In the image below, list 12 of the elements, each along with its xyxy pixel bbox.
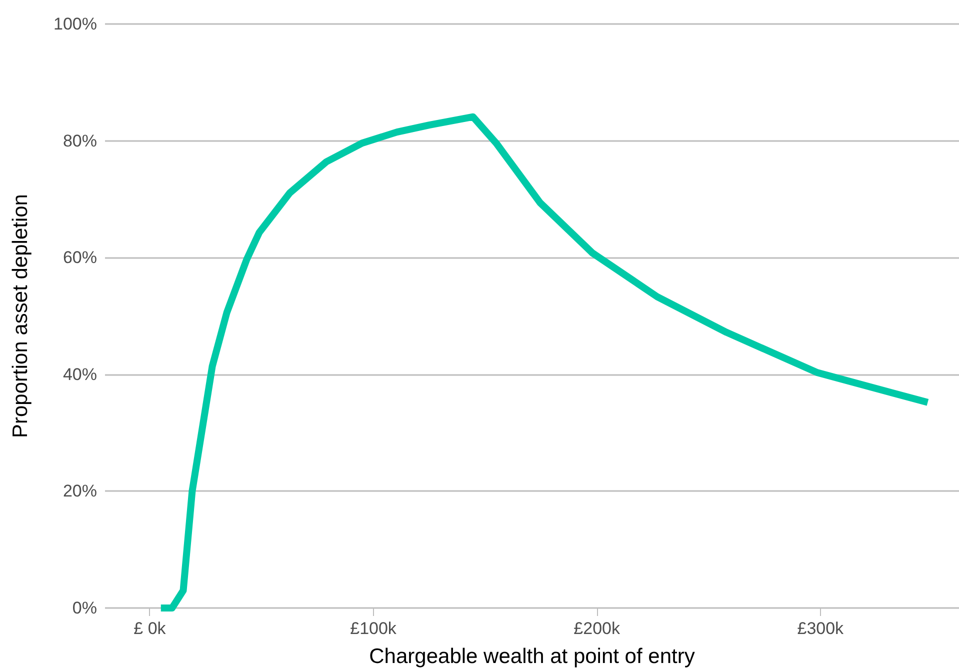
x-axis-title: Chargeable wealth at point of entry xyxy=(369,645,696,668)
x-tick-label: £100k xyxy=(350,619,397,638)
x-tick-label: £ 0k xyxy=(134,619,166,638)
x-tick-label: £200k xyxy=(574,619,620,638)
y-tick-label: 40% xyxy=(62,364,97,384)
y-tick-label: 60% xyxy=(62,248,97,268)
y-axis-title: Proportion asset depletion xyxy=(9,194,32,438)
y-tick-label: 100% xyxy=(54,14,97,34)
x-tick-label: £300k xyxy=(797,619,844,638)
y-tick-label: 0% xyxy=(72,598,97,618)
y-tick-label: 80% xyxy=(62,131,97,150)
y-tick-label: 20% xyxy=(62,482,97,501)
